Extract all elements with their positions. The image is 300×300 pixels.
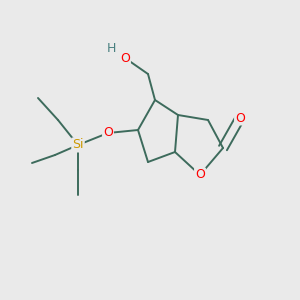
- Text: O: O: [235, 112, 245, 124]
- Text: H: H: [106, 41, 116, 55]
- Text: O: O: [103, 127, 113, 140]
- Text: O: O: [120, 52, 130, 64]
- Text: O: O: [195, 169, 205, 182]
- Text: Si: Si: [72, 139, 84, 152]
